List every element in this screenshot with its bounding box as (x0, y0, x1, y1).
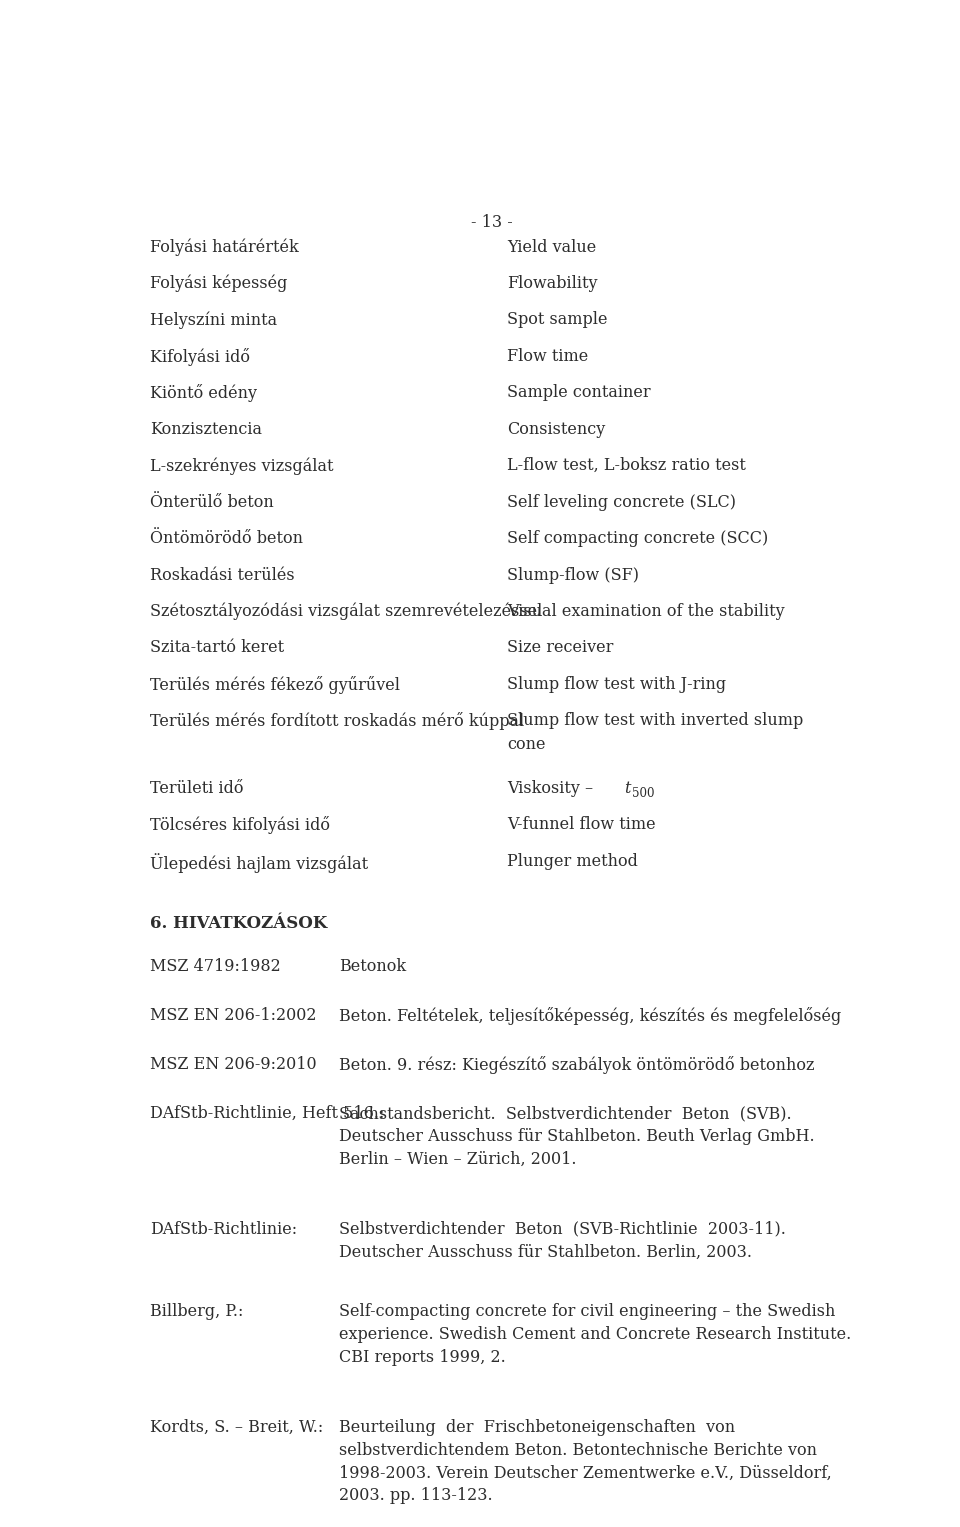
Text: Öntömörödő beton: Öntömörödő beton (150, 530, 302, 547)
Text: Konzisztencia: Konzisztencia (150, 421, 262, 438)
Text: Terülés mérés fékező gyűrűvel: Terülés mérés fékező gyűrűvel (150, 676, 399, 693)
Text: Self compacting concrete (SCC): Self compacting concrete (SCC) (507, 530, 768, 547)
Text: Kifolyási idő: Kifolyási idő (150, 348, 250, 366)
Text: DAfStb-Richtlinie, Heft 516.:: DAfStb-Richtlinie, Heft 516.: (150, 1106, 384, 1122)
Text: Ülepedési hajlam vizsgálat: Ülepedési hajlam vizsgálat (150, 852, 368, 872)
Text: DAfStb-Richtlinie:: DAfStb-Richtlinie: (150, 1220, 297, 1238)
Text: MSZ EN 206-1:2002: MSZ EN 206-1:2002 (150, 1008, 316, 1025)
Text: Folyási határérték: Folyási határérték (150, 238, 299, 257)
Text: Visual examination of the stability: Visual examination of the stability (507, 603, 784, 620)
Text: L-flow test, L-boksz ratio test: L-flow test, L-boksz ratio test (507, 457, 746, 475)
Text: Tölcséres kifolyási idő: Tölcséres kifolyási idő (150, 817, 330, 834)
Text: Slump-flow (SF): Slump-flow (SF) (507, 567, 639, 583)
Text: V-funnel flow time: V-funnel flow time (507, 817, 656, 834)
Text: Viskosity –: Viskosity – (507, 780, 598, 797)
Text: Beurteilung  der  Frischbetoneigenschaften  von
selbstverdichtendem Beton. Beton: Beurteilung der Frischbetoneigenschaften… (340, 1419, 832, 1504)
Text: Sachstandsbericht.  Selbstverdichtender  Beton  (SVB).
Deutscher Ausschuss für S: Sachstandsbericht. Selbstverdichtender B… (340, 1106, 815, 1168)
Text: Roskadási terülés: Roskadási terülés (150, 567, 295, 583)
Text: t: t (624, 780, 631, 797)
Text: Folyási képesség: Folyási képesség (150, 275, 287, 293)
Text: Slump flow test with J-ring: Slump flow test with J-ring (507, 676, 726, 693)
Text: Betonok: Betonok (340, 959, 407, 976)
Text: Szétosztályozódási vizsgálat szemrevételezéssel: Szétosztályozódási vizsgálat szemrevétel… (150, 603, 542, 620)
Text: Self leveling concrete (SLC): Self leveling concrete (SLC) (507, 493, 736, 510)
Text: 500: 500 (632, 786, 655, 800)
Text: Szita-tartó keret: Szita-tartó keret (150, 640, 284, 657)
Text: Billberg, P.:: Billberg, P.: (150, 1303, 243, 1319)
Text: Beton. Feltételek, teljesítőképesség, készítés és megfelelőség: Beton. Feltételek, teljesítőképesség, ké… (340, 1008, 842, 1025)
Text: L-szekrényes vizsgálat: L-szekrényes vizsgálat (150, 457, 333, 475)
Text: Önterülő beton: Önterülő beton (150, 493, 274, 510)
Text: Beton. 9. rész: Kiegészítő szabályok öntömörödő betonhoz: Beton. 9. rész: Kiegészítő szabályok önt… (340, 1057, 815, 1073)
Text: MSZ 4719:1982: MSZ 4719:1982 (150, 959, 280, 976)
Text: Területi idő: Területi idő (150, 780, 243, 797)
Text: - 13 -: - 13 - (471, 214, 513, 231)
Text: Spot sample: Spot sample (507, 312, 608, 328)
Text: Flow time: Flow time (507, 348, 588, 365)
Text: Sample container: Sample container (507, 385, 651, 402)
Text: Plunger method: Plunger method (507, 852, 637, 870)
Text: MSZ EN 206-9:2010: MSZ EN 206-9:2010 (150, 1057, 317, 1073)
Text: Helyszíni minta: Helyszíni minta (150, 312, 276, 328)
Text: Yield value: Yield value (507, 238, 596, 255)
Text: Consistency: Consistency (507, 421, 605, 438)
Text: Kiöntő edény: Kiöntő edény (150, 385, 256, 402)
Text: Slump flow test with inverted slump
cone: Slump flow test with inverted slump cone (507, 713, 804, 753)
Text: Kordts, S. – Breit, W.:: Kordts, S. – Breit, W.: (150, 1419, 323, 1435)
Text: Selbstverdichtender  Beton  (SVB-Richtlinie  2003-11).
Deutscher Ausschuss für S: Selbstverdichtender Beton (SVB-Richtlini… (340, 1220, 786, 1261)
Text: 6. HIVATKOZÁSOK: 6. HIVATKOZÁSOK (150, 915, 327, 931)
Text: Size receiver: Size receiver (507, 640, 613, 657)
Text: Self-compacting concrete for civil engineering – the Swedish
experience. Swedish: Self-compacting concrete for civil engin… (340, 1303, 852, 1365)
Text: Terülés mérés fordított roskadás mérő kúppal: Terülés mérés fordított roskadás mérő kú… (150, 713, 524, 730)
Text: Flowability: Flowability (507, 275, 597, 292)
